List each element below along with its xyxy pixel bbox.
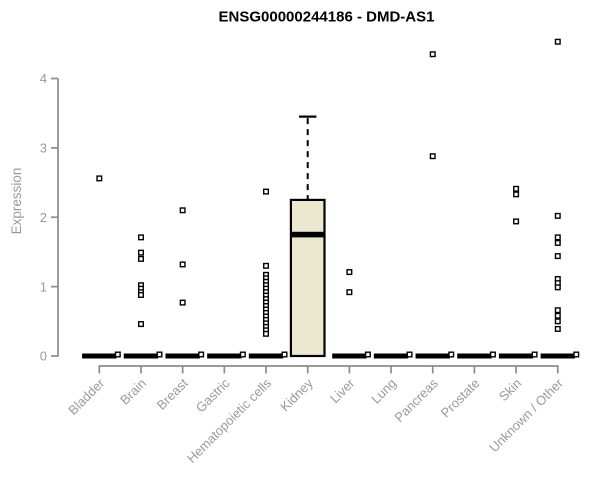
outlier-point (489, 351, 496, 358)
outlier-point (281, 351, 288, 358)
outlier-point (406, 351, 413, 358)
zero-box-bar (123, 353, 159, 359)
chart-title: ENSG00000244186 - DMD-AS1 (219, 9, 435, 26)
box-gastric (207, 353, 242, 359)
x-category-label: Gastric (193, 375, 233, 415)
outlier-point (179, 207, 186, 214)
outlier-point (346, 289, 353, 296)
outlier-point (531, 351, 538, 358)
outlier-point (263, 188, 270, 195)
outlier-point (263, 262, 270, 269)
x-category-label: Lung (368, 376, 399, 407)
outlier-point (513, 191, 520, 198)
outlier-point (137, 249, 144, 256)
outlier-point (198, 351, 205, 358)
outlier-point (156, 351, 163, 358)
outlier-point (239, 351, 246, 358)
outlier-point (364, 351, 371, 358)
zero-box-bar (498, 353, 534, 359)
box-body (289, 198, 326, 358)
outlier-point (137, 255, 144, 262)
boxes-layer (82, 115, 575, 359)
outlier-point (448, 351, 455, 358)
box-kidney (289, 115, 326, 358)
box-prostate (457, 353, 492, 359)
box-bladder (82, 353, 117, 359)
zero-box-bar (82, 353, 117, 359)
y-tick-label: 2 (40, 210, 47, 225)
y-tick-label: 0 (40, 349, 47, 364)
x-category-label: Pancreas (391, 375, 441, 425)
y-tick-label: 1 (40, 279, 47, 294)
outlier-point (179, 299, 186, 306)
box-hematopoietic-cells (248, 353, 284, 359)
outlier-point (573, 351, 580, 358)
box-pancreas (415, 353, 450, 359)
y-axis-title: Expression (9, 168, 24, 235)
outlier-point (96, 175, 103, 182)
box-brain (123, 353, 159, 359)
box-unknown-other (540, 353, 575, 359)
box-breast (165, 353, 200, 359)
zero-box-bar (373, 353, 409, 359)
outliers-layer (96, 38, 580, 358)
x-category-label: Skin (496, 376, 524, 404)
x-category-label: Unknown / Other (486, 375, 566, 455)
y-tick-label: 4 (40, 71, 47, 86)
outlier-point (554, 318, 561, 325)
outlier-point (554, 253, 561, 260)
outlier-point (137, 321, 144, 328)
zero-box-bar (248, 353, 284, 359)
box-lung (373, 353, 409, 359)
box-liver (332, 353, 367, 359)
x-category-label: Brain (117, 376, 149, 408)
outlier-point (513, 218, 520, 225)
outlier-point (554, 307, 561, 314)
y-axis: 0 1 2 3 4 (40, 71, 59, 364)
y-tick-label: 3 (40, 141, 47, 156)
outlier-point (554, 325, 561, 332)
outlier-point (137, 291, 144, 298)
outlier-point (513, 185, 520, 192)
outlier-point (114, 351, 121, 358)
x-category-label: Bladder (65, 375, 108, 418)
outlier-point (554, 234, 561, 241)
outlier-point (137, 234, 144, 241)
x-category-label: Kidney (277, 375, 316, 414)
box-skin (498, 353, 534, 359)
outlier-point (429, 51, 436, 58)
outlier-point (554, 312, 561, 319)
zero-box-bar (207, 353, 242, 359)
outlier-point (554, 284, 561, 291)
median-line (290, 231, 325, 238)
outlier-point (429, 153, 436, 160)
zero-box-bar (165, 353, 200, 359)
zero-box-bar (332, 353, 367, 359)
zero-box-bar (415, 353, 450, 359)
outlier-point (346, 269, 353, 276)
outlier-point (554, 38, 561, 45)
x-category-label: Breast (154, 375, 191, 412)
zero-box-bar (540, 353, 575, 359)
x-category-label: Prostate (438, 376, 483, 421)
outlier-point (554, 212, 561, 219)
x-category-label: Liver (327, 375, 358, 406)
outlier-point (179, 261, 186, 268)
zero-box-bar (457, 353, 492, 359)
outlier-point (554, 239, 561, 246)
outlier-point (263, 330, 270, 337)
